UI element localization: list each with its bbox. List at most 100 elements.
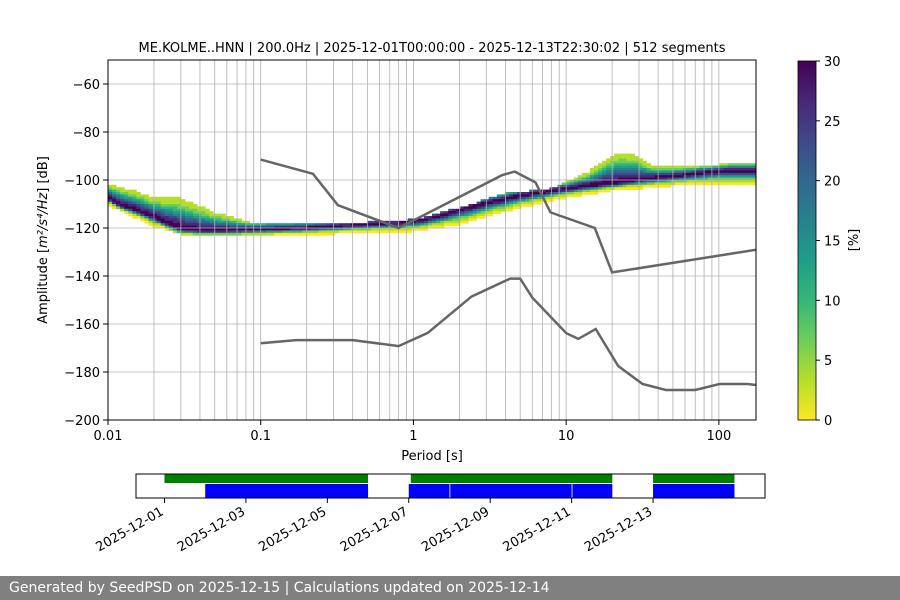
heatmap-cell bbox=[351, 230, 356, 234]
heatmap-cell bbox=[618, 175, 623, 178]
heatmap-cell bbox=[197, 208, 202, 212]
heatmap-cell bbox=[529, 189, 534, 193]
y-tick-label: −60 bbox=[73, 78, 100, 93]
heatmap-cell bbox=[464, 220, 469, 224]
heatmap-cell bbox=[120, 194, 125, 198]
heatmap-cell bbox=[201, 220, 206, 224]
heatmap-cell bbox=[622, 168, 627, 171]
heatmap-cell bbox=[630, 170, 635, 174]
noise-model-nhnm bbox=[260, 158, 756, 274]
heatmap-cell bbox=[646, 175, 652, 178]
heatmap-cell bbox=[492, 208, 498, 212]
heatmap-cell bbox=[375, 230, 380, 234]
heatmap-cell bbox=[585, 182, 591, 186]
heatmap-cell bbox=[270, 223, 275, 226]
heatmap-cell bbox=[707, 182, 712, 186]
heatmap-cell bbox=[751, 170, 757, 174]
heatmap-cell bbox=[731, 165, 737, 169]
heatmap-cell bbox=[642, 170, 648, 174]
heatmap-cell bbox=[330, 228, 336, 231]
heatmap-cell bbox=[561, 187, 567, 190]
heatmap-cell bbox=[638, 170, 643, 174]
heatmap-cell bbox=[359, 230, 364, 234]
heatmap-cell bbox=[168, 199, 174, 202]
heatmap-cell bbox=[711, 168, 716, 171]
heatmap-cell bbox=[751, 168, 757, 171]
heatmap-cell bbox=[180, 225, 186, 229]
heatmap-cell bbox=[614, 156, 619, 159]
heatmap-cell bbox=[423, 228, 429, 231]
heatmap-cell bbox=[180, 201, 186, 205]
heatmap-cell bbox=[201, 225, 206, 229]
heatmap-cell bbox=[444, 213, 449, 217]
heatmap-cell bbox=[747, 170, 753, 174]
heatmap-cell bbox=[432, 220, 437, 224]
heatmap-cell bbox=[553, 189, 558, 193]
heatmap-cell bbox=[727, 165, 733, 169]
heatmap-cell bbox=[598, 165, 603, 169]
timeline-frame bbox=[135, 473, 766, 499]
heatmap-cell bbox=[735, 180, 741, 183]
heatmap-cell bbox=[618, 184, 623, 188]
heatmap-cell bbox=[634, 158, 639, 162]
heatmap-cell bbox=[747, 172, 753, 176]
heatmap-cell bbox=[209, 230, 214, 234]
heatmap-cell bbox=[201, 232, 206, 236]
heatmap-cell bbox=[468, 211, 473, 214]
heatmap-cell bbox=[727, 175, 733, 178]
heatmap-cell bbox=[646, 184, 652, 188]
heatmap-cell bbox=[496, 199, 502, 202]
heatmap-cell bbox=[168, 218, 174, 222]
heatmap-cell bbox=[662, 177, 668, 181]
heatmap-cell bbox=[472, 204, 477, 207]
heatmap-cell bbox=[622, 163, 627, 166]
heatmap-cell bbox=[326, 223, 332, 226]
heatmap-cell bbox=[193, 208, 198, 212]
heatmap-cell bbox=[294, 230, 299, 234]
heatmap-cell bbox=[132, 204, 137, 207]
heatmap-cell bbox=[492, 204, 498, 207]
heatmap-cell bbox=[679, 175, 684, 178]
heatmap-cell bbox=[423, 223, 429, 226]
heatmap-cell bbox=[711, 165, 716, 169]
heatmap-cell bbox=[606, 172, 611, 176]
heatmap-cell bbox=[496, 208, 502, 212]
heatmap-cell bbox=[334, 225, 340, 229]
heatmap-cell bbox=[569, 182, 575, 186]
heatmap-cell bbox=[205, 213, 210, 217]
heatmap-cell bbox=[727, 180, 733, 183]
heatmap-cell bbox=[537, 192, 542, 195]
heatmap-cell bbox=[128, 192, 133, 195]
heatmap-cell bbox=[626, 184, 631, 188]
heatmap-cell bbox=[598, 177, 603, 181]
heatmap-cell bbox=[573, 180, 579, 183]
heatmap-cell bbox=[144, 216, 149, 219]
heatmap-cell bbox=[614, 175, 619, 178]
heatmap-cell bbox=[735, 175, 741, 178]
heatmap-cell bbox=[614, 160, 619, 164]
heatmap-cell bbox=[144, 211, 149, 214]
heatmap-cell bbox=[156, 220, 162, 224]
heatmap-cell bbox=[707, 170, 712, 174]
heatmap-cell bbox=[715, 182, 720, 186]
colorbar-tick-label: 0 bbox=[824, 414, 832, 429]
heatmap-cell bbox=[602, 163, 607, 166]
heatmap-cell bbox=[658, 184, 664, 188]
heatmap-cell bbox=[314, 228, 319, 231]
heatmap-cell bbox=[703, 165, 708, 169]
heatmap-cell bbox=[448, 213, 453, 217]
colorbar-label: [%] bbox=[847, 229, 862, 252]
heatmap-cell bbox=[488, 201, 494, 205]
heatmap-cell bbox=[488, 206, 494, 210]
heatmap-cell bbox=[180, 232, 186, 236]
heatmap-cell bbox=[622, 170, 627, 174]
heatmap-cell bbox=[411, 228, 417, 231]
heatmap-cell bbox=[160, 204, 166, 207]
heatmap-cell bbox=[172, 228, 178, 231]
heatmap-cell bbox=[184, 206, 190, 210]
heatmap-cell bbox=[116, 204, 121, 207]
heatmap-cell bbox=[589, 180, 595, 183]
heatmap-cell bbox=[197, 230, 202, 234]
heatmap-cell bbox=[573, 192, 579, 195]
heatmap-cell bbox=[691, 175, 696, 178]
